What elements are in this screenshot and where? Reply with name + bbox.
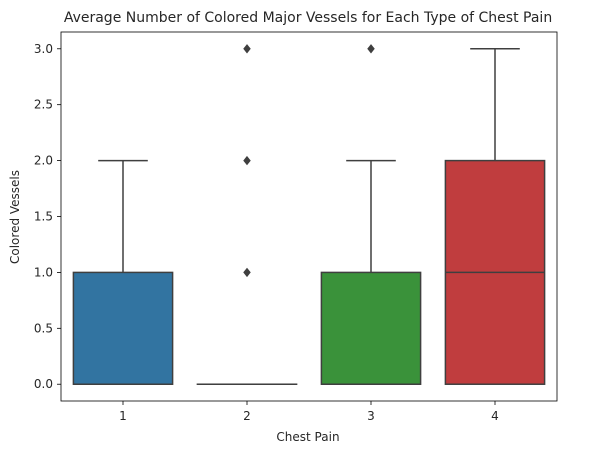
y-tick-label: 2.5: [34, 98, 53, 112]
x-tick-label: 3: [367, 409, 375, 423]
y-tick-label: 3.0: [34, 42, 53, 56]
chart-title: Average Number of Colored Major Vessels …: [64, 10, 552, 26]
x-tick-label: 4: [491, 409, 499, 423]
box-series: [72, 44, 546, 385]
x-axis-label: Chest Pain: [276, 430, 339, 444]
y-tick-label: 2.0: [34, 154, 53, 168]
x-tick-label: 1: [119, 409, 127, 423]
y-tick-label: 1.5: [34, 210, 53, 224]
box-group-1: [72, 159, 174, 385]
box-body: [72, 271, 174, 385]
box-group-3: [320, 44, 422, 385]
box-group-4: [444, 48, 546, 385]
outlier-point: [243, 155, 251, 166]
outlier-point: [243, 44, 251, 54]
y-tick-label: 1.0: [34, 265, 53, 279]
x-tick-label: 2: [243, 409, 251, 423]
y-axis-ticks: 0.0 0.5 1.0 1.5 2.0 2.5 3.0: [34, 42, 61, 391]
x-axis-ticks: 1 2 3 4: [119, 401, 499, 423]
box-group-2: [196, 44, 298, 385]
box-body: [320, 271, 422, 385]
y-tick-label: 0.0: [34, 377, 53, 391]
y-axis-label: Colored Vessels: [8, 170, 22, 264]
y-tick-label: 0.5: [34, 321, 53, 335]
outlier-point: [243, 267, 251, 278]
outlier-point: [367, 44, 375, 54]
